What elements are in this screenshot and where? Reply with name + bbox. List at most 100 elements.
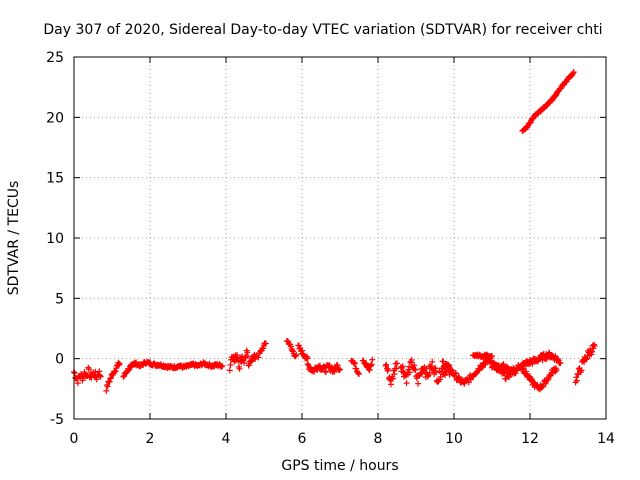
data-point [292, 353, 299, 360]
data-point [399, 363, 406, 370]
data-point [322, 369, 329, 376]
axis-ticks [73, 56, 607, 420]
data-point [284, 338, 291, 345]
data-point [96, 372, 103, 379]
data-point [590, 341, 597, 348]
data-point [233, 352, 240, 359]
data-point [120, 373, 127, 380]
data-point [578, 367, 585, 374]
data-point [583, 355, 590, 362]
x-axis-label: GPS time / hours [281, 458, 398, 474]
y-tick-label: 25 [46, 50, 64, 66]
y-axis-label: SDTVAR / TECUs [6, 181, 22, 296]
data-point [573, 377, 580, 384]
chart-title: Day 307 of 2020, Sidereal Day-to-day VTE… [43, 22, 602, 38]
data-point [368, 361, 375, 368]
x-tick-labels: 0 2 4 6 8 10 12 14 [70, 431, 615, 447]
data-point [363, 360, 370, 367]
data-point [583, 356, 590, 363]
data-point [418, 370, 425, 377]
data-point [443, 369, 450, 376]
data-point [334, 361, 341, 368]
data-point [461, 380, 468, 387]
data-point [552, 92, 559, 99]
data-point [227, 361, 234, 368]
data-point [391, 371, 398, 378]
data-point [432, 365, 439, 372]
x-tick-label: 10 [445, 431, 463, 447]
data-point [400, 368, 407, 375]
data-point [322, 368, 329, 375]
x-tick-label: 12 [521, 431, 539, 447]
grid-lines [74, 57, 606, 419]
data-point [125, 367, 132, 374]
data-point [545, 349, 552, 356]
x-tick-label: 6 [298, 431, 307, 447]
y-tick-label: 5 [55, 291, 64, 307]
data-point [97, 373, 104, 380]
data-point [488, 353, 495, 360]
data-point [304, 355, 311, 362]
data-point [74, 380, 81, 387]
data-point [226, 367, 233, 374]
data-point [520, 365, 527, 372]
data-point [415, 380, 422, 387]
data-point [293, 351, 300, 358]
data-point [554, 355, 561, 362]
data-point [299, 347, 306, 354]
y-tick-labels: -5 0 5 10 15 20 25 [46, 50, 64, 428]
x-tick-label: 2 [146, 431, 155, 447]
data-point [447, 366, 454, 373]
data-point [382, 362, 389, 369]
y-tick-label: -5 [50, 412, 64, 428]
data-point [107, 374, 114, 381]
data-point [499, 362, 506, 369]
data-points [71, 69, 598, 394]
data-point [540, 351, 547, 358]
data-point [393, 365, 400, 372]
data-point [356, 370, 362, 377]
data-point [111, 368, 118, 375]
data-point [591, 342, 598, 349]
data-point [93, 376, 100, 383]
data-point [429, 358, 436, 365]
data-point [553, 367, 560, 374]
data-point [218, 363, 225, 370]
data-point [351, 360, 358, 367]
data-point [244, 353, 251, 360]
x-tick-label: 8 [374, 431, 383, 447]
data-point [482, 361, 489, 368]
data-point [289, 347, 296, 354]
data-point [426, 369, 433, 376]
data-point [85, 366, 92, 373]
data-point [570, 69, 577, 76]
data-point [478, 364, 485, 371]
data-point [527, 120, 534, 127]
data-point [350, 359, 357, 366]
data-point [106, 378, 113, 385]
data-point [115, 362, 122, 369]
y-tick-label: 15 [46, 171, 64, 187]
data-point [260, 345, 267, 352]
data-point [425, 372, 432, 379]
data-point [528, 375, 535, 382]
data-point [542, 380, 549, 387]
data-point [570, 70, 577, 77]
data-point [262, 340, 269, 347]
data-point [383, 361, 390, 368]
data-point [445, 361, 452, 368]
data-point [112, 367, 119, 374]
data-point [241, 359, 248, 366]
data-point [411, 362, 418, 369]
y-tick-label: 0 [55, 352, 64, 368]
data-point [449, 367, 456, 374]
data-point [257, 348, 264, 355]
data-point [304, 361, 311, 368]
data-point [351, 360, 358, 367]
data-point [369, 356, 376, 363]
data-point [337, 366, 343, 373]
data-point [453, 370, 460, 377]
data-point [85, 364, 92, 371]
data-point [588, 348, 595, 355]
